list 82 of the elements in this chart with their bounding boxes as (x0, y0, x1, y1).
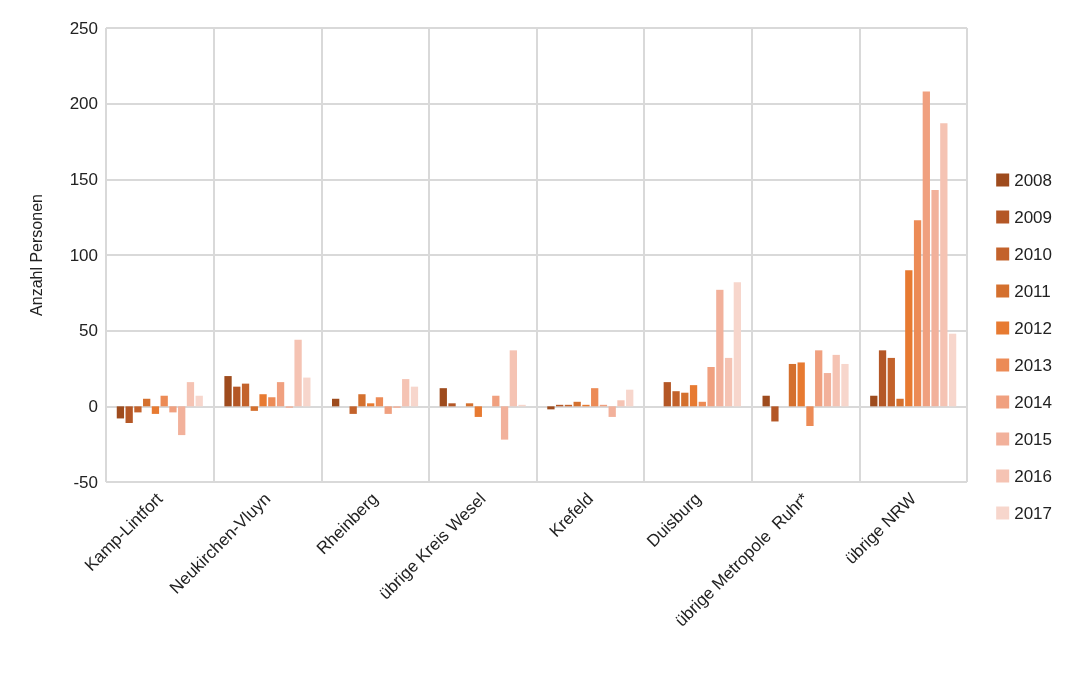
bar (663, 382, 671, 407)
bar (841, 363, 849, 407)
bar (896, 398, 904, 407)
bar (547, 406, 555, 410)
bar (626, 389, 634, 407)
bar (878, 350, 887, 407)
bar (733, 282, 741, 407)
bar (724, 357, 733, 407)
bar (402, 379, 410, 407)
bar (169, 406, 177, 413)
bar (689, 385, 698, 407)
bar (913, 220, 922, 407)
legend-label: 2013 (1014, 355, 1053, 375)
bar (707, 366, 715, 407)
bar (224, 376, 232, 407)
bar (439, 388, 447, 407)
bar (178, 406, 186, 436)
bar (134, 406, 142, 413)
y-tick-label: 250 (69, 18, 98, 38)
bar (233, 386, 241, 407)
bar (492, 395, 500, 407)
legend-label: 2014 (1014, 392, 1053, 412)
bar (116, 406, 125, 419)
bar (617, 400, 625, 407)
bar (294, 339, 302, 407)
bar (716, 289, 724, 407)
bar (358, 394, 366, 407)
legend-label: 2015 (1014, 429, 1053, 449)
bar (823, 373, 832, 407)
bar (259, 394, 267, 407)
bar (815, 350, 823, 407)
bar (276, 382, 285, 407)
bar (591, 388, 599, 407)
y-tick-label: 200 (69, 94, 98, 114)
bar (832, 354, 840, 407)
bar (681, 392, 689, 407)
bar (762, 395, 770, 407)
bar (922, 91, 930, 407)
bar (303, 377, 311, 407)
legend-label: 2017 (1014, 503, 1053, 523)
bar (887, 357, 895, 407)
bar (250, 406, 258, 411)
bar (806, 406, 814, 427)
bar (500, 406, 509, 440)
bar (349, 406, 357, 414)
bar (931, 189, 939, 407)
bar (268, 397, 276, 407)
bar (448, 403, 456, 407)
y-axis-title: Anzahl Personen (27, 194, 45, 316)
y-tick-label: 150 (69, 169, 98, 189)
legend-label: 2016 (1014, 466, 1053, 486)
bar (375, 397, 384, 407)
legend-label: 2009 (1014, 207, 1053, 227)
y-tick-label: -50 (73, 472, 98, 492)
bar (160, 395, 168, 407)
bar (465, 403, 474, 407)
bar (797, 362, 805, 407)
bar (125, 406, 133, 423)
bar (367, 403, 375, 407)
bar (788, 363, 797, 407)
bar (474, 406, 482, 417)
bar (241, 383, 250, 407)
bar (384, 406, 392, 414)
bar (672, 391, 680, 407)
bar (870, 395, 878, 407)
bar (940, 123, 948, 407)
bar (948, 333, 957, 407)
y-tick-label: 100 (69, 245, 98, 265)
bar (186, 382, 195, 407)
bar (509, 350, 517, 407)
legend-label: 2008 (1014, 170, 1053, 190)
bar (195, 395, 203, 407)
legend-label: 2012 (1014, 318, 1053, 338)
bar (151, 406, 160, 414)
legend-label: 2011 (1014, 281, 1051, 301)
bar (771, 406, 779, 422)
y-tick-label: 0 (88, 396, 98, 416)
bar (608, 406, 616, 417)
y-tick-label: 50 (79, 321, 98, 341)
legend-label: 2010 (1014, 244, 1053, 264)
bar (410, 386, 419, 407)
bar (905, 270, 913, 407)
